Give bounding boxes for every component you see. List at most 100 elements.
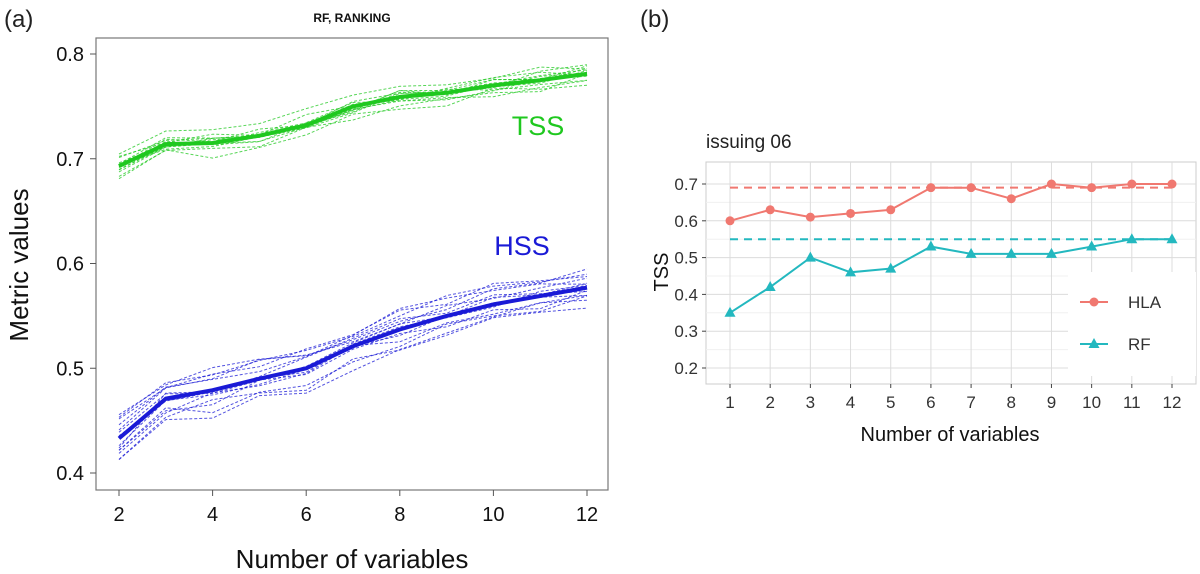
chart-b-x-tick-label: 8: [1007, 393, 1016, 412]
chart-b-point-rf: [1086, 240, 1098, 251]
chart-a-y-tick-label: 0.7: [56, 149, 84, 171]
chart-b-y-tick-label: 0.2: [674, 359, 698, 378]
chart-a-run-line: [118, 285, 588, 449]
chart-a-run-line: [118, 295, 588, 447]
chart-b-point-rf: [1166, 233, 1178, 244]
chart-a-title: RF, RANKING: [313, 11, 390, 25]
chart-b-point-rf: [1005, 247, 1017, 258]
chart-a-run-line: [118, 291, 588, 437]
chart-b-x-ticks: 1 2 3 4 5 6 7 8 9 10 11 12: [725, 384, 1181, 412]
chart-b-y-tick-label: 0.4: [674, 285, 698, 304]
chart-b-title: issuing 06: [706, 132, 792, 153]
chart-a-x-tick-label: 8: [394, 504, 405, 526]
chart-b-point-hla: [725, 216, 735, 226]
chart-b-point-hla: [1167, 179, 1177, 189]
chart-b-y-label: TSS: [651, 253, 673, 292]
chart-b-point-hla: [926, 183, 936, 193]
chart-b-point-hla: [1127, 179, 1137, 189]
chart-b-x-tick-label: 1: [725, 393, 734, 412]
chart-b-legend-label-rf: RF: [1128, 335, 1151, 354]
chart-b-x-tick-label: 10: [1082, 393, 1101, 412]
chart-a-run-line: [118, 65, 588, 168]
chart-b-point-hla: [1087, 183, 1097, 193]
chart-b-x-tick-label: 11: [1123, 393, 1141, 412]
chart-b-x-tick-label: 12: [1163, 393, 1182, 412]
chart-b-x-tick-label: 7: [966, 393, 975, 412]
chart-b-point-hla: [846, 208, 856, 218]
chart-b-point-hla: [966, 183, 976, 193]
chart-a-annotation-hss: HSS: [494, 231, 550, 261]
chart-a-run-line: [118, 299, 588, 454]
chart-b-series-hla: [729, 182, 1172, 222]
chart-b-x-tick-label: 6: [926, 393, 935, 412]
chart-b-series-rf: [729, 238, 1172, 314]
chart-b-series: [724, 179, 1178, 317]
chart-a-run-line: [118, 307, 588, 460]
chart-b-legend-marker-rf: [1088, 338, 1100, 348]
chart-a-run-line: [118, 276, 588, 420]
chart-b-x-tick-label: 9: [1047, 393, 1056, 412]
chart-a-run-line: [118, 84, 588, 180]
chart-b-point-hla: [886, 205, 896, 215]
chart-a-run-line: [118, 289, 588, 451]
chart-a-x-tick-label: 2: [113, 504, 124, 526]
chart-a-series: [117, 71, 588, 440]
chart-b-point-rf: [845, 266, 857, 277]
chart-b-grid: [706, 162, 1196, 384]
chart-b-y-tick-label: 0.3: [674, 322, 698, 341]
chart-a-x-tick-label: 6: [301, 504, 312, 526]
chart-b-x-tick-label: 2: [765, 393, 774, 412]
chart-b-point-hla: [1046, 179, 1056, 189]
chart-a-run-line: [118, 295, 588, 451]
chart-b-legend-box: [1068, 272, 1196, 376]
chart-a-y-tick-label: 0.6: [56, 254, 84, 276]
chart-b-point-hla: [765, 205, 775, 215]
chart-a-x-tick-label: 10: [482, 504, 504, 526]
chart-a-x-tick-label: 12: [576, 504, 598, 526]
panel-label-b: (b): [640, 6, 669, 33]
chart-b-y-ticks: 0.2 0.3 0.4 0.5 0.6 0.7: [674, 175, 706, 378]
chart-a-y-tick-label: 0.8: [56, 44, 84, 66]
chart-b-legend: HLA RF: [1068, 272, 1196, 376]
chart-b-point-hla: [1006, 194, 1016, 204]
chart-b-x-tick-label: 4: [846, 393, 855, 412]
chart-a-run-line: [118, 294, 588, 460]
chart-b-point-hla: [805, 212, 815, 222]
chart-a-run-line: [118, 80, 588, 171]
chart-b-x-label: Number of variables: [861, 424, 1040, 446]
chart-a-series-tss: [118, 71, 588, 168]
chart-b-x-tick-label: 3: [806, 393, 815, 412]
chart-a-y-tick-label: 0.5: [56, 358, 84, 380]
panel-label-a: (a): [4, 6, 33, 33]
chart-a-run-line: [118, 79, 588, 173]
chart-b-point-rf: [1045, 247, 1057, 258]
chart-a-x-label: Number of variables: [236, 544, 469, 574]
chart-b-point-rf: [1126, 233, 1138, 244]
chart-b-point-rf: [885, 262, 897, 273]
chart-b-point-rf: [965, 247, 977, 258]
chart-a-y-label: Metric values: [4, 188, 34, 341]
panel-a: (a) RF, RANKING 0.4 0.5 0.6 0.7 0.8 2 4 6 8 10 12…: [4, 6, 609, 574]
chart-b-legend-marker-hla: [1089, 297, 1099, 307]
chart-a-run-line: [118, 66, 588, 155]
chart-a-y-ticks: 0.4 0.5 0.6 0.7 0.8: [56, 44, 96, 485]
chart-b-y-tick-label: 0.5: [674, 249, 698, 268]
chart-a-run-line: [118, 283, 588, 426]
chart-b-point-rf: [804, 251, 816, 262]
chart-a-run-line: [118, 73, 588, 177]
chart-a-run-line: [118, 69, 588, 165]
chart-a-y-tick-label: 0.4: [56, 463, 84, 485]
chart-b-legend-label-hla: HLA: [1128, 293, 1162, 312]
chart-b-y-tick-label: 0.6: [674, 212, 698, 231]
chart-a-run-line: [118, 273, 588, 418]
chart-b-point-rf: [925, 240, 937, 251]
chart-b-point-rf: [724, 306, 736, 317]
chart-b-x-tick-label: 5: [886, 393, 895, 412]
chart-b-y-tick-label: 0.7: [674, 175, 698, 194]
chart-a-x-ticks: 2 4 6 8 10 12: [113, 490, 598, 526]
chart-a-series-hss: [117, 285, 588, 440]
chart-a-annotation-tss: TSS: [512, 111, 565, 141]
chart-b-point-rf: [764, 281, 776, 292]
